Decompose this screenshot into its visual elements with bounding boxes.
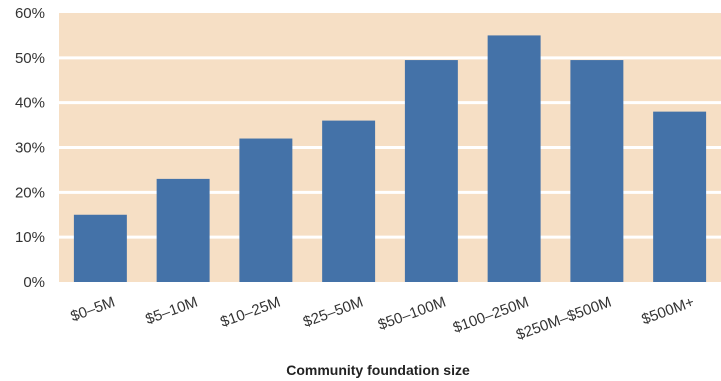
x-axis-title: Community foundation size [286, 362, 470, 378]
y-tick-label: 60% [15, 5, 45, 22]
y-tick-label: 20% [15, 184, 45, 201]
bar [322, 120, 376, 282]
bar [487, 35, 541, 282]
x-category-label: $5–10M [143, 294, 200, 329]
bar [156, 178, 210, 282]
x-category-label: $10–25M [218, 294, 283, 331]
bar [239, 138, 293, 282]
y-axis-tick-labels: 0% 10% 20% 30% 40% 50% 60% [15, 5, 45, 291]
y-tick-label: 50% [15, 50, 45, 67]
bars [73, 35, 707, 283]
bar [570, 60, 624, 283]
y-tick-label: 0% [23, 274, 45, 291]
x-category-label: $500M+ [639, 293, 696, 328]
x-category-label: $50–100M [376, 294, 448, 334]
y-tick-label: 40% [15, 95, 45, 112]
y-tick-label: 10% [15, 229, 45, 246]
x-category-label: $0–5M [68, 294, 117, 326]
bar [73, 214, 127, 282]
x-axis-category-labels: $0–5M $5–10M $10–25M $25–50M $50–100M $100–25… [68, 293, 696, 343]
bar [653, 111, 707, 282]
y-tick-label: 30% [15, 140, 45, 157]
x-category-label: $25–50M [301, 294, 366, 331]
x-category-label: $250M–$500M [514, 294, 614, 344]
bar [404, 60, 458, 283]
